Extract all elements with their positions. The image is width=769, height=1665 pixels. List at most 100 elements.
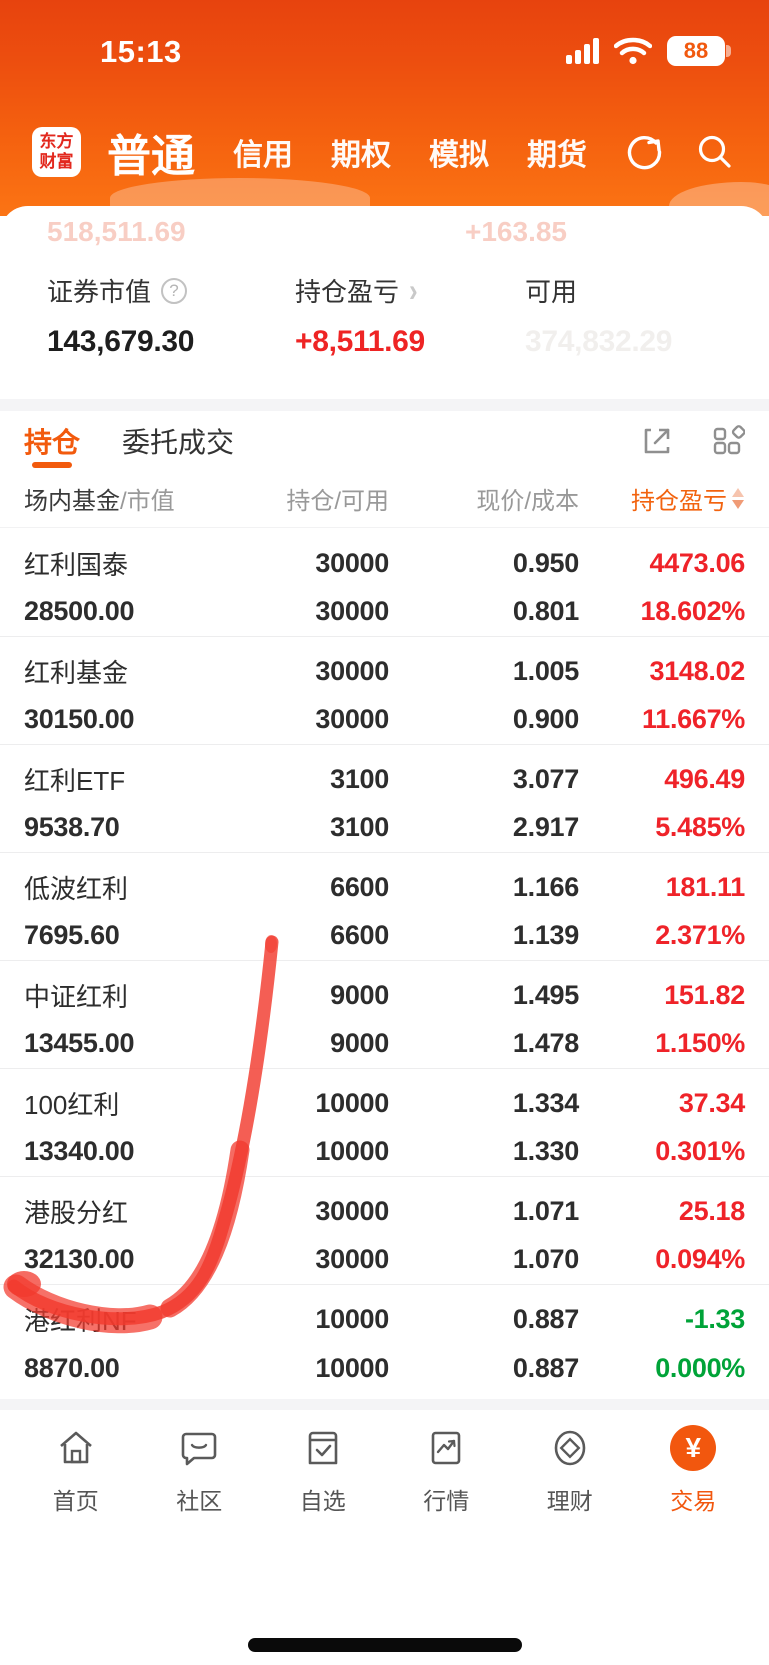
sort-icon	[731, 488, 745, 509]
current-price: 1.334	[512, 1087, 579, 1118]
cellular-signal-icon	[566, 38, 599, 64]
trade-yuan-icon: ¥	[670, 1425, 717, 1471]
market-value: 143,679.30	[47, 325, 195, 358]
grid-layout-icon[interactable]	[709, 423, 745, 459]
available-qty: 30000	[315, 1244, 389, 1275]
pnl-amount: 151.82	[664, 979, 745, 1010]
pnl-percent: 5.485%	[655, 812, 745, 843]
nav-trade[interactable]: ¥ 交易	[645, 1425, 741, 1516]
fund-market-value: 8870.00	[24, 1353, 120, 1383]
holding-row[interactable]: 红利国泰 30000 0.950 4473.06 28500.00 30000 …	[0, 529, 769, 637]
account-summary-card: 518,511.69 +163.85 证券市值 ? 143,679.30 持仓盈…	[0, 206, 769, 399]
tab-holdings[interactable]: 持仓	[24, 411, 80, 470]
col-price-cost[interactable]: 现价/成本	[476, 488, 579, 515]
holding-row[interactable]: 中证红利 9000 1.495 151.82 13455.00 9000 1.4…	[0, 961, 769, 1069]
pnl-amount: 4473.06	[649, 547, 746, 578]
current-price: 1.166	[512, 871, 579, 902]
cost-price: 0.887	[512, 1353, 579, 1383]
pnl-percent: 0.301%	[655, 1136, 745, 1167]
home-icon	[59, 1431, 92, 1464]
available-funds-label: 可用	[525, 277, 578, 307]
account-tab-futures[interactable]: 期货	[527, 139, 587, 172]
pnl-percent: 18.602%	[640, 596, 746, 627]
current-price: 1.005	[512, 655, 579, 686]
nav-wealth[interactable]: 理财	[522, 1426, 618, 1516]
search-icon[interactable]	[693, 130, 737, 174]
section-divider	[0, 399, 769, 411]
pnl-percent: 0.094%	[655, 1244, 745, 1275]
position-pnl-label[interactable]: 持仓盈亏 ›	[295, 271, 418, 309]
holding-row[interactable]: 100红利 10000 1.334 37.34 13340.00 10000 1…	[0, 1069, 769, 1177]
market-value-label: 证券市值 ?	[47, 272, 295, 309]
pnl-amount: 181.11	[665, 871, 746, 902]
current-price: 0.887	[512, 1304, 579, 1334]
holding-row[interactable]: 低波红利 6600 1.166 181.11 7695.60 6600 1.13…	[0, 853, 769, 961]
holding-row[interactable]: 红利基金 30000 1.005 3148.02 30150.00 30000 …	[0, 637, 769, 745]
available-qty: 6600	[330, 920, 389, 951]
cost-price: 1.139	[512, 920, 579, 951]
fund-name: 中证红利	[24, 981, 129, 1012]
holdings-list: 红利国泰 30000 0.950 4473.06 28500.00 30000 …	[0, 529, 769, 1393]
fund-name: 红利ETF	[24, 765, 126, 796]
export-icon[interactable]	[639, 423, 675, 459]
pnl-percent: 1.150%	[655, 1028, 745, 1059]
position-qty: 30000	[315, 1195, 389, 1226]
fund-name: 低波红利	[24, 873, 129, 904]
nav-watchlist[interactable]: 自选	[275, 1426, 371, 1516]
nav-quotes[interactable]: 行情	[398, 1426, 494, 1516]
account-tab-simulation[interactable]: 模拟	[429, 139, 489, 172]
col-position-pnl[interactable]: 持仓盈亏	[631, 481, 745, 516]
fund-market-value: 32130.00	[24, 1244, 135, 1275]
wealth-icon	[554, 1430, 586, 1466]
position-qty: 3100	[330, 763, 389, 794]
account-tab-credit[interactable]: 信用	[233, 139, 293, 172]
col-position-available[interactable]: 持仓/可用	[286, 488, 389, 515]
home-indicator[interactable]	[247, 1638, 522, 1652]
fund-name: 红利基金	[24, 657, 129, 688]
status-bar: 15:13 88	[0, 30, 769, 74]
fund-market-value: 7695.60	[24, 920, 120, 951]
bottom-bar: 首页 社区 自选	[0, 1399, 769, 1665]
position-qty: 6600	[330, 871, 389, 902]
battery-icon: 88	[667, 36, 731, 66]
fund-market-value: 9538.70	[24, 812, 120, 843]
position-qty: 30000	[315, 655, 389, 686]
fund-market-value: 28500.00	[24, 596, 135, 627]
nav-divider	[0, 1399, 769, 1410]
available-qty: 10000	[315, 1136, 389, 1167]
nav-community[interactable]: 社区	[151, 1426, 247, 1516]
ghost-total-assets: 518,511.69	[47, 216, 186, 247]
current-price: 0.950	[512, 547, 579, 578]
fund-market-value: 30150.00	[24, 704, 135, 735]
available-qty: 30000	[315, 596, 389, 627]
pnl-amount: -1.33	[684, 1304, 745, 1334]
holding-row[interactable]: 港股分红 30000 1.071 25.18 32130.00 30000 1.…	[0, 1177, 769, 1285]
col-fund-market-value[interactable]: 场内基金/市值	[24, 488, 175, 515]
account-tab-options[interactable]: 期权	[331, 139, 391, 172]
nav-home[interactable]: 首页	[28, 1426, 124, 1516]
tab-orders-trades[interactable]: 委托成交	[122, 426, 235, 458]
current-price: 1.495	[512, 979, 579, 1010]
pnl-amount: 37.34	[678, 1087, 745, 1118]
portfolio-tab-bar: 持仓 委托成交	[0, 411, 769, 470]
holding-row[interactable]: 红利ETF 3100 3.077 496.49 9538.70 3100 2.9…	[0, 745, 769, 853]
fund-name: 100红利	[24, 1089, 120, 1120]
cost-price: 1.330	[512, 1136, 579, 1167]
cost-price: 1.478	[512, 1028, 579, 1059]
available-qty: 10000	[315, 1353, 389, 1383]
account-tab-normal[interactable]: 普通	[107, 132, 195, 181]
help-icon[interactable]: ?	[161, 277, 188, 304]
watchlist-icon	[308, 1431, 338, 1465]
chevron-right-icon: ›	[409, 271, 418, 309]
cost-price: 0.801	[512, 596, 579, 627]
refresh-icon[interactable]	[623, 130, 667, 174]
available-funds-value: 374,832.29	[525, 325, 673, 358]
available-qty: 3100	[330, 812, 389, 843]
available-qty: 30000	[315, 704, 389, 735]
app-header: 15:13 88 东方 财富 普通 信用 期权 模拟 期货	[0, 0, 769, 216]
table-header: 场内基金/市值 持仓/可用 现价/成本 持仓盈亏	[0, 470, 769, 528]
pnl-amount: 3148.02	[649, 655, 746, 686]
header-nav: 东方 财富 普通 信用 期权 模拟 期货	[0, 112, 769, 192]
holding-row[interactable]: 港红利NF 10000 0.887 -1.33 8870.00 10000 0.…	[0, 1285, 769, 1393]
